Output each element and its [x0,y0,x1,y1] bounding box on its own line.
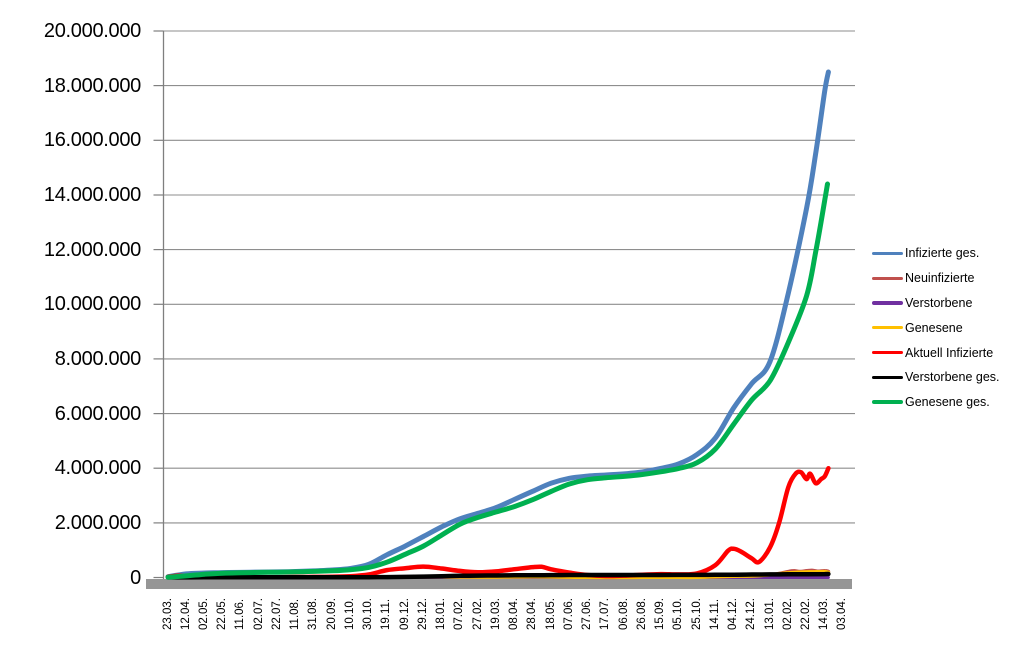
y-tick-label: 8.000.000 [54,347,142,370]
legend-label: Genesene ges. [905,395,990,410]
x-tick-label: 07.06. [562,598,575,630]
series-line-infizierte-ges [165,69,831,580]
legend-line-swatch [872,326,903,330]
x-tick-label: 22.07. [270,598,283,630]
legend-label: Infizierte ges. [905,246,980,261]
x-tick-label: 19.03. [489,598,502,630]
legend-label: Verstorbene [905,295,973,310]
legend-line-swatch [872,276,903,280]
x-tick-label: 08.04. [508,598,521,630]
series-line-genesene-ges [165,181,830,580]
legend-item-neuinfizierte: Neuinfizierte [872,266,1000,291]
legend-item-genesene: Genesene [872,315,1000,340]
x-tick-label: 22.05. [216,598,229,630]
legend-label: Aktuell Infizierte [905,345,994,360]
x-tick-label: 17.07. [599,598,612,630]
legend-item-aktuell-infizierte: Aktuell Infizierte [872,340,1000,365]
y-tick-label: 18.000.000 [43,74,141,97]
legend-line-swatch [872,301,903,305]
y-tick-label: 4.000.000 [54,457,142,480]
x-tick-label: 09.12. [398,598,411,630]
legend-item-genesene-ges: Genesene ges. [872,390,1000,415]
x-tick-label: 02.02. [781,598,794,630]
x-tick-label: 10.10. [343,598,356,630]
y-tick-label: 6.000.000 [54,402,142,425]
x-tick-label: 27.02. [471,598,484,630]
x-tick-label: 20.09. [325,598,338,630]
y-tick-label: 20.000.000 [43,20,141,42]
x-tick-label: 30.10. [362,598,375,630]
y-tick-label: 16.000.000 [43,129,141,152]
x-tick-label: 24.12. [745,598,758,630]
x-tick-label: 18.01. [435,598,448,630]
x-tick-label: 23.03. [161,598,174,630]
x-tick-label: 05.10. [672,598,685,630]
x-tick-label: 13.01. [763,598,776,630]
x-tick-label: 02.07. [252,598,265,630]
legend-line-swatch [872,400,903,404]
x-tick-label: 14.11. [708,598,721,630]
x-tick-label: 19.11. [380,598,393,630]
legend-line-swatch [872,251,903,256]
legend-label: Genesene [905,320,963,335]
x-tick-label: 31.08. [307,598,320,630]
y-tick-label: 14.000.000 [43,183,141,206]
x-tick-label: 11.06. [234,598,247,630]
legend-item-verstorbene: Verstorbene [872,291,1000,316]
x-tick-label: 25.10. [690,598,703,630]
series-line-verstorbene-ges [165,571,831,580]
x-tick-label: 29.12. [416,598,429,630]
x-tick-label: 15.09. [654,598,667,630]
x-tick-label: 03.04. [836,598,849,630]
legend-label: Verstorbene ges. [905,370,1000,385]
x-tick-label: 12.04. [179,598,192,630]
legend-line-swatch [872,375,903,380]
x-tick-label: 04.12. [727,598,740,630]
legend-item-infizierte-ges: Infizierte ges. [872,241,1000,266]
x-tick-label: 18.05. [544,598,557,630]
x-tick-label: 27.06. [581,598,594,630]
y-tick-label: 2.000.000 [54,511,142,534]
x-tick-label: 28.04. [526,598,539,630]
x-tick-label: 11.08. [289,598,302,630]
x-tick-label: 14.03. [818,598,831,630]
x-tick-label: 26.08. [635,598,648,630]
x-axis-bar [146,579,852,589]
x-tick-label: 06.08. [617,598,630,630]
x-tick-label: 07.02. [453,598,466,630]
x-tick-label: 02.05. [197,598,210,630]
x-tick-label: 22.02. [800,598,812,630]
chart-legend: Infizierte ges. Neuinfizierte Verstorbene G… [872,241,1000,415]
y-tick-label: 0 [130,566,141,589]
y-tick-label: 10.000.000 [43,293,141,316]
legend-item-verstorbene-ges: Verstorbene ges. [872,365,1000,390]
y-tick-label: 12.000.000 [43,238,141,261]
legend-label: Neuinfizierte [905,271,975,286]
legend-line-swatch [872,350,903,355]
